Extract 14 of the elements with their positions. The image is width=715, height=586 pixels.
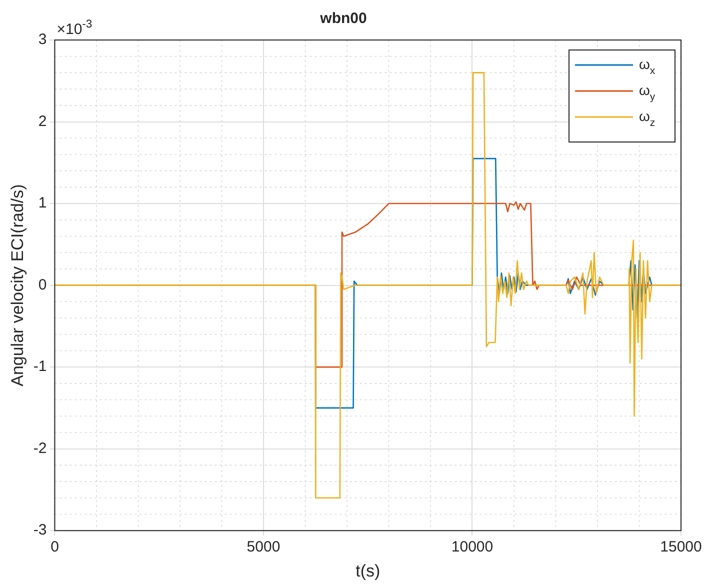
y-tick-label: 3 [38,31,47,48]
y-tick-label: 2 [38,112,47,130]
y-tick-label: -2 [33,440,47,457]
x-tick-label: 0 [50,538,59,556]
y-axis-title: Angular velocity ECI(rad/s) [8,184,27,386]
chart-title: wbn00 [319,10,367,28]
y-tick-label: 0 [38,276,47,294]
y-tick-label: -3 [33,522,47,539]
x-tick-label: 5000 [246,538,280,556]
x-axis-title: t(s) [356,561,380,580]
x-tick-label: 15000 [660,538,702,556]
y-tick-label: -1 [33,358,47,376]
x-tick-label: 10000 [451,538,494,556]
y-tick-label: 1 [38,194,47,212]
